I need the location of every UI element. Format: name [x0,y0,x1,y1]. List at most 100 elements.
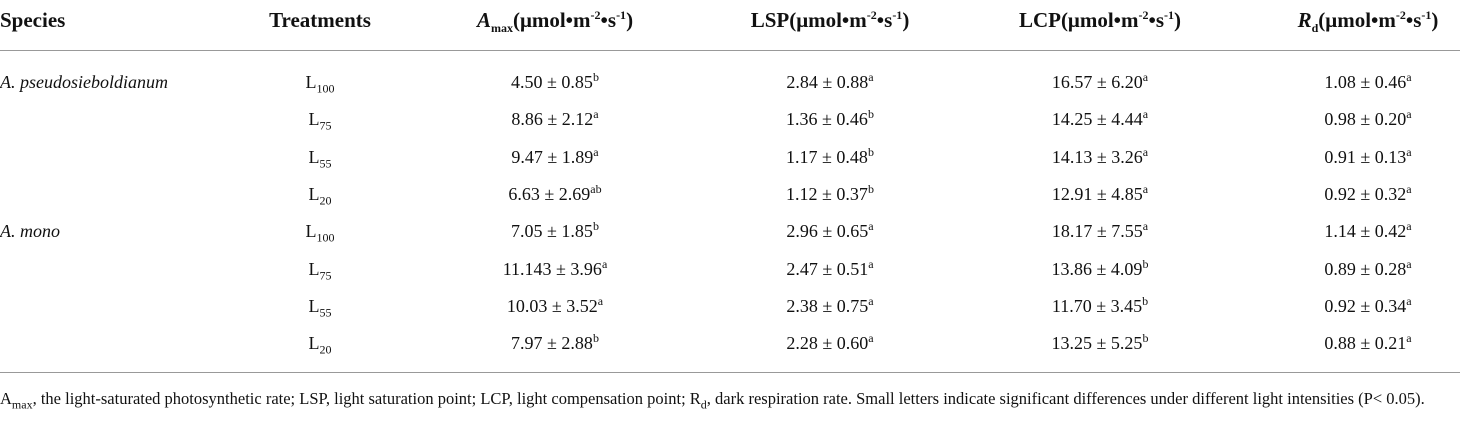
treatment-sub: 75 [319,268,332,283]
text-segment: Treatments [269,8,371,32]
data-cell: 13.25 ± 5.25b [980,325,1220,362]
significance-letter: ab [590,181,602,196]
column-header: Rd(μmol•m-2•s-1) [1218,0,1460,40]
significance-letter: b [1142,331,1149,346]
text-segment: A [0,389,12,408]
cell-value: 10.03 ± 3.52 [506,295,598,316]
data-cell: 1.36 ± 0.46b [710,101,950,138]
significance-letter: a [1406,70,1412,84]
treatment-base: L [308,146,320,167]
data-cell: 1.08 ± 0.46a [1248,64,1460,101]
treatment-sub: 75 [319,118,332,133]
significance-letter: a [601,256,608,271]
cell-value: 6.63 ± 2.69 [508,183,591,204]
data-cell: 13.86 ± 4.09b [980,251,1220,288]
treatment-cell: L55 [260,288,380,325]
cell-value: 1.36 ± 0.46 [786,109,868,130]
data-cell: 0.98 ± 0.20a [1248,101,1460,138]
significance-letter: a [1142,107,1149,122]
treatment-cell: L75 [260,101,380,138]
data-cell: 1.17 ± 0.48b [710,139,950,176]
header-rule [0,50,1460,51]
text-segment: max [490,21,513,36]
text-segment: •s [1148,8,1165,32]
significance-letter: b [867,144,874,159]
cell-value: 2.47 ± 0.51 [786,258,869,279]
significance-letter: a [868,293,874,308]
cell-value: 12.91 ± 4.85 [1051,183,1143,204]
cell-value: 7.05 ± 1.85 [511,221,593,242]
significance-letter: a [597,293,604,308]
treatment-cell: L20 [260,176,380,213]
significance-letter: a [868,70,874,84]
data-cell: 1.14 ± 0.42a [1248,213,1460,250]
text-segment: •s [1405,8,1422,32]
cell-value: 13.86 ± 4.09 [1051,258,1143,279]
significance-letter: b [867,107,874,122]
column-header: Amax(μmol•m-2•s-1) [405,0,705,40]
data-cell: 2.84 ± 0.88a [710,64,950,101]
cell-value: 0.89 ± 0.28 [1324,258,1407,279]
cell-value: 0.98 ± 0.20 [1324,109,1407,130]
species-cell: A. mono [0,221,60,242]
treatment-cell: L75 [260,251,380,288]
text-segment: d [1311,21,1319,36]
text-segment: -1 [1421,8,1432,22]
treatment-base: L [305,221,317,242]
significance-letter: a [1142,70,1149,84]
data-cell: 0.89 ± 0.28a [1248,251,1460,288]
text-segment: (μmol•m [1318,8,1396,32]
cell-value: 14.13 ± 3.26 [1051,146,1143,167]
cell-value: 0.92 ± 0.34 [1324,295,1407,316]
treatment-sub: 20 [319,193,332,208]
text-segment: -2 [1138,8,1149,22]
cell-value: 16.57 ± 6.20 [1051,72,1143,92]
significance-letter: a [1406,219,1412,234]
data-cell: 11.143 ± 3.96a [435,251,675,288]
cell-value: 0.91 ± 0.13 [1324,146,1407,167]
treatment-base: L [308,295,320,316]
significance-letter: a [1142,219,1149,234]
treatment-cell: L100 [260,64,380,101]
data-cell: 2.28 ± 0.60a [710,325,950,362]
significance-letter: a [593,144,599,159]
significance-letter: a [593,107,599,122]
footnote: Amax, the light-saturated photosynthetic… [0,386,1458,411]
data-cell: 6.63 ± 2.69ab [435,176,675,213]
treatment-cell: L20 [260,325,380,362]
data-cell: 0.92 ± 0.32a [1248,176,1460,213]
text-segment: -2 [866,8,877,22]
cell-value: 14.25 ± 4.44 [1051,109,1143,130]
data-cell: 12.91 ± 4.85a [980,176,1220,213]
cell-value: 11.143 ± 3.96 [502,258,602,279]
text-segment: •s [876,8,893,32]
treatment-base: L [308,109,320,130]
significance-letter: b [592,331,599,346]
cell-value: 2.28 ± 0.60 [786,333,869,354]
column-header: LCP(μmol•m-2•s-1) [950,0,1250,40]
data-cell: 9.47 ± 1.89a [435,139,675,176]
text-segment: LCP(μmol•m [1018,8,1139,32]
data-cell: 14.25 ± 4.44a [980,101,1220,138]
significance-letter: a [868,219,874,234]
text-segment: max [11,397,33,412]
cell-value: 2.96 ± 0.65 [786,221,869,242]
treatment-sub: 20 [319,342,332,357]
data-cell: 2.38 ± 0.75a [710,288,950,325]
data-cell: 11.70 ± 3.45b [980,288,1220,325]
cell-value: 13.25 ± 5.25 [1051,333,1143,354]
cell-value: 0.88 ± 0.21 [1324,333,1407,354]
significance-letter: b [867,181,874,196]
cell-value: 18.17 ± 7.55 [1051,221,1143,242]
data-cell: 7.97 ± 2.88b [435,325,675,362]
species-cell: A. pseudosieboldianum [0,72,168,92]
cell-value: 1.08 ± 0.46 [1324,72,1407,92]
cell-value: 2.84 ± 0.88 [786,72,869,92]
text-segment: d [700,397,707,412]
text-segment: -1 [616,8,627,22]
column-header: LSP(μmol•m-2•s-1) [680,0,980,40]
significance-letter: b [592,70,599,84]
text-segment: Species [0,8,66,32]
text-segment: •s [600,8,617,32]
